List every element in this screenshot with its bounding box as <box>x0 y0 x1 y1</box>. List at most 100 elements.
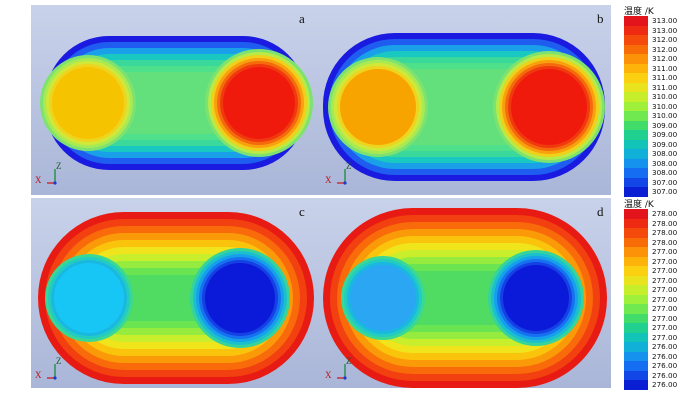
legend-swatch <box>624 139 648 149</box>
legend-swatch <box>624 218 648 228</box>
legend-swatch <box>624 44 648 54</box>
legend-swatch <box>624 228 648 238</box>
legend-entry: 278.00 <box>624 209 686 219</box>
legend-swatch <box>624 54 648 64</box>
right-cylinder <box>223 67 295 139</box>
legend-value: 309.00 <box>652 130 678 139</box>
left-cylinder <box>52 67 124 139</box>
legend-swatch <box>624 247 648 257</box>
axis-z-label: Z <box>346 356 352 366</box>
right-cylinder <box>205 263 275 333</box>
legend-swatch <box>624 351 648 361</box>
left-cylinder <box>340 69 416 145</box>
legend-swatch <box>624 82 648 92</box>
legend-entry: 310.00 <box>624 92 686 102</box>
axis-z-label: Z <box>346 161 352 171</box>
legend-entry: 277.00 <box>624 332 686 342</box>
axis-triad-d <box>337 364 347 380</box>
legend-entry: 276.00 <box>624 351 686 361</box>
legend-entry: 309.00 <box>624 139 686 149</box>
legend-value: 277.00 <box>652 313 678 323</box>
legend-swatch <box>624 92 648 102</box>
legend-value: 277.00 <box>652 332 678 342</box>
legend-value: 276.00 <box>652 351 678 361</box>
legend-swatch <box>624 370 648 380</box>
legend-swatch <box>624 294 648 304</box>
axis-z-label: Z <box>56 356 62 366</box>
legend-value: 276.00 <box>652 370 678 380</box>
legend-entry: 278.00 <box>624 218 686 228</box>
right-cylinder <box>503 265 569 331</box>
legend-entry: 313.00 <box>624 25 686 35</box>
legend-entry: 276.00 <box>624 342 686 352</box>
legend-swatch <box>624 275 648 285</box>
axis-triad-c <box>47 364 57 380</box>
legend-entry: 307.00 <box>624 187 686 197</box>
legend-entry: 312.00 <box>624 54 686 64</box>
legend-entry: 308.00 <box>624 168 686 178</box>
legend-value: 310.00 <box>652 111 678 120</box>
legend-swatch <box>624 177 648 187</box>
left-cylinder <box>54 263 124 333</box>
legend-value: 312.00 <box>652 54 678 63</box>
legend-swatch <box>624 168 648 178</box>
legend-entry: 310.00 <box>624 101 686 111</box>
legend-entry: 277.00 <box>624 313 686 323</box>
legend-swatch <box>624 63 648 73</box>
legend-entry: 276.00 <box>624 370 686 380</box>
legend-entry: 308.00 <box>624 149 686 159</box>
legend-value: 278.00 <box>652 237 678 247</box>
legend-value: 277.00 <box>652 304 678 313</box>
legend-swatch <box>624 304 648 314</box>
legend-swatch <box>624 101 648 111</box>
legend-value: 277.00 <box>652 247 678 256</box>
legend-entry: 309.00 <box>624 130 686 140</box>
panel-c: c Z X <box>31 198 321 388</box>
legend-swatch <box>624 237 648 247</box>
legend-title: 温度 /K <box>624 200 654 210</box>
legend-entry: 312.00 <box>624 44 686 54</box>
right-cylinder <box>511 69 587 145</box>
legend-swatch <box>624 323 648 333</box>
left-cylinder <box>350 265 416 331</box>
legend-entry: 278.00 <box>624 237 686 247</box>
legend-entry: 276.00 <box>624 380 686 390</box>
legend-entry: 277.00 <box>624 256 686 266</box>
legend-swatch <box>624 313 648 323</box>
panel-a: a Z X <box>31 5 321 195</box>
panel-label-a: a <box>299 11 305 26</box>
legend-entry: 308.00 <box>624 158 686 168</box>
legend-swatch <box>624 120 648 130</box>
legend-entry: 277.00 <box>624 266 686 276</box>
legend-value: 308.00 <box>652 168 678 177</box>
axis-x-label: X <box>35 175 42 185</box>
legend-value: 278.00 <box>652 218 678 228</box>
legend-swatch <box>624 266 648 276</box>
contour-plot-a <box>31 5 321 195</box>
legend-swatch <box>624 380 648 390</box>
legend-value: 278.00 <box>652 209 678 218</box>
legend-value: 309.00 <box>652 120 678 130</box>
legend-value: 277.00 <box>652 294 678 304</box>
legend-value: 309.00 <box>652 139 678 149</box>
legend-swatch <box>624 342 648 352</box>
legend-swatch <box>624 158 648 168</box>
legend-value: 308.00 <box>652 149 678 158</box>
legend-value: 310.00 <box>652 92 678 101</box>
legend-swatch <box>624 285 648 295</box>
legend-entry: 277.00 <box>624 285 686 295</box>
axis-x-label: X <box>325 370 332 380</box>
legend-entry: 311.00 <box>624 63 686 73</box>
panel-label-d: d <box>597 204 604 219</box>
legend-entry: 277.00 <box>624 247 686 257</box>
temperature-legend-bottom: 温度 /K 278.00 278.00 278.00 278.00 277.00 277.… <box>624 200 686 390</box>
legend-title: 温度 /K <box>624 7 654 17</box>
legend-entry: 310.00 <box>624 111 686 121</box>
contour-plot-d <box>321 198 611 388</box>
legend-value: 313.00 <box>652 25 678 35</box>
contour-plot-c <box>31 198 321 388</box>
legend-entry: 311.00 <box>624 82 686 92</box>
axis-z-label: Z <box>56 161 62 171</box>
legend-value: 307.00 <box>652 177 678 187</box>
legend-swatch <box>624 256 648 266</box>
